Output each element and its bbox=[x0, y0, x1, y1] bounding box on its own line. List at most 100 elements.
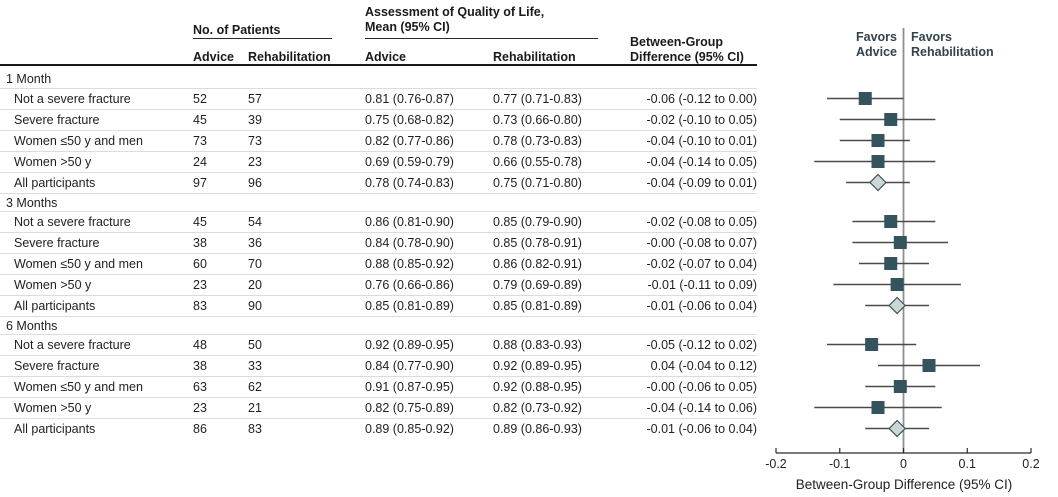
qol-header-line2: Mean (95% CI) bbox=[365, 20, 450, 34]
n-rehab-cell: 21 bbox=[248, 401, 262, 415]
mean-advice-cell: 0.69 (0.59-0.79) bbox=[365, 155, 454, 169]
diff-cell: -0.02 (-0.07 to 0.04) bbox=[646, 257, 757, 271]
patients-header: No. of Patients bbox=[193, 23, 281, 37]
n-advice-cell: 83 bbox=[193, 299, 207, 313]
favors-advice-label: Favors Advice bbox=[757, 30, 897, 60]
n-advice-cell: 97 bbox=[193, 176, 207, 190]
mean-advice-cell: 0.81 (0.76-0.87) bbox=[365, 92, 454, 106]
table-row: Not a severe fracture 52 57 0.81 (0.76-0.87… bbox=[0, 88, 757, 110]
x-axis-tick-label: -0.2 bbox=[765, 457, 787, 471]
header-heavy-rule bbox=[0, 64, 757, 66]
row-label: Women >50 y bbox=[14, 155, 92, 169]
point-estimate-marker bbox=[890, 278, 904, 291]
table-row: All participants 83 90 0.85 (0.81-0.89) 0.85… bbox=[0, 295, 757, 317]
table-row: Women >50 y 23 20 0.76 (0.66-0.86) 0.79 (0.6… bbox=[0, 274, 757, 296]
mean-rehab-cell: 0.85 (0.78-0.91) bbox=[493, 236, 582, 250]
row-label: Women >50 y bbox=[14, 278, 92, 292]
diff-cell: -0.00 (-0.08 to 0.07) bbox=[646, 236, 757, 250]
mean-advice-cell: 0.92 (0.89-0.95) bbox=[365, 338, 454, 352]
mean-rehab-cell: 0.89 (0.86-0.93) bbox=[493, 422, 582, 436]
mean-advice-cell: 0.88 (0.85-0.92) bbox=[365, 257, 454, 271]
mean-rehab-cell: 0.92 (0.88-0.95) bbox=[493, 380, 582, 394]
point-estimate-marker bbox=[858, 92, 872, 105]
n-advice-cell: 63 bbox=[193, 380, 207, 394]
diff-cell: -0.06 (-0.12 to 0.00) bbox=[646, 92, 757, 106]
row-label: Not a severe fracture bbox=[14, 92, 131, 106]
row-label: Severe fracture bbox=[14, 236, 100, 250]
n-advice-cell: 38 bbox=[193, 236, 207, 250]
n-advice-cell: 23 bbox=[193, 401, 207, 415]
table-row: Severe fracture 38 33 0.84 (0.77-0.90) 0.92 … bbox=[0, 355, 757, 377]
favors-rehab-line1: Favors bbox=[911, 30, 952, 44]
n-rehab-cell: 33 bbox=[248, 359, 262, 373]
x-axis-tick-label: 0.2 bbox=[1022, 457, 1040, 471]
point-estimate-marker bbox=[865, 338, 879, 351]
diff-cell: -0.02 (-0.10 to 0.05) bbox=[646, 113, 757, 127]
row-label: Not a severe fracture bbox=[14, 338, 131, 352]
point-estimate-marker bbox=[871, 401, 885, 414]
diff-cell: -0.01 (-0.06 to 0.04) bbox=[646, 299, 757, 313]
point-estimate-marker bbox=[871, 155, 885, 168]
n-rehab-cell: 57 bbox=[248, 92, 262, 106]
row-label: Severe fracture bbox=[14, 359, 100, 373]
point-estimate-marker bbox=[893, 236, 907, 249]
diff-cell: -0.02 (-0.08 to 0.05) bbox=[646, 215, 757, 229]
x-axis-tick-label: 0.1 bbox=[958, 457, 976, 471]
n-rehab-cell: 90 bbox=[248, 299, 262, 313]
pooled-diamond-marker bbox=[869, 173, 887, 192]
mean-rehab-cell: 0.73 (0.66-0.80) bbox=[493, 113, 582, 127]
subheader-n-advice: Advice bbox=[193, 50, 234, 64]
table-row: Severe fracture 45 39 0.75 (0.68-0.82) 0.73 … bbox=[0, 109, 757, 131]
n-advice-cell: 23 bbox=[193, 278, 207, 292]
n-advice-cell: 52 bbox=[193, 92, 207, 106]
diff-header-line1: Between-Group bbox=[630, 35, 724, 49]
n-rehab-cell: 39 bbox=[248, 113, 262, 127]
row-label: Severe fracture bbox=[14, 113, 100, 127]
n-advice-cell: 60 bbox=[193, 257, 207, 271]
qol-header-line1: Assessment of Quality of Life, bbox=[365, 5, 545, 19]
point-estimate-marker bbox=[871, 134, 885, 147]
row-label: Women ≤50 y and men bbox=[14, 380, 143, 394]
table-row: Women ≤50 y and men 60 70 0.88 (0.85-0.92) 0… bbox=[0, 253, 757, 275]
n-rehab-cell: 50 bbox=[248, 338, 262, 352]
point-estimate-marker bbox=[884, 257, 898, 270]
n-rehab-cell: 96 bbox=[248, 176, 262, 190]
qol-header-rule bbox=[365, 38, 598, 39]
mean-rehab-cell: 0.92 (0.89-0.95) bbox=[493, 359, 582, 373]
favors-advice-line2: Advice bbox=[856, 45, 897, 59]
mean-advice-cell: 0.84 (0.77-0.90) bbox=[365, 359, 454, 373]
mean-rehab-cell: 0.79 (0.69-0.89) bbox=[493, 278, 582, 292]
n-rehab-cell: 83 bbox=[248, 422, 262, 436]
table-body: 1 Month Not a severe fracture 52 57 0.81 (0.… bbox=[0, 70, 757, 439]
n-rehab-cell: 70 bbox=[248, 257, 262, 271]
mean-rehab-cell: 0.77 (0.71-0.83) bbox=[493, 92, 582, 106]
row-label: All participants bbox=[14, 176, 96, 190]
diff-cell: -0.04 (-0.09 to 0.01) bbox=[646, 176, 757, 190]
table-row: Severe fracture 38 36 0.84 (0.78-0.90) 0.85 … bbox=[0, 232, 757, 254]
n-rehab-cell: 73 bbox=[248, 134, 262, 148]
table-row: Not a severe fracture 45 54 0.86 (0.81-0.90… bbox=[0, 211, 757, 233]
mean-advice-cell: 0.76 (0.66-0.86) bbox=[365, 278, 454, 292]
mean-advice-cell: 0.75 (0.68-0.82) bbox=[365, 113, 454, 127]
diff-cell: -0.00 (-0.06 to 0.05) bbox=[646, 380, 757, 394]
table-row: Women >50 y 23 21 0.82 (0.75-0.89) 0.82 (0.7… bbox=[0, 397, 757, 419]
patients-header-rule bbox=[193, 38, 332, 39]
subheader-qol-rehab: Rehabilitation bbox=[493, 50, 576, 64]
mean-rehab-cell: 0.75 (0.71-0.80) bbox=[493, 176, 582, 190]
n-advice-cell: 45 bbox=[193, 113, 207, 127]
x-axis-tick-label: 0 bbox=[900, 457, 907, 471]
row-label: Women ≤50 y and men bbox=[14, 134, 143, 148]
mean-advice-cell: 0.82 (0.77-0.86) bbox=[365, 134, 454, 148]
pooled-diamond-marker bbox=[888, 419, 906, 438]
section-header: 3 Months bbox=[0, 193, 757, 211]
n-advice-cell: 86 bbox=[193, 422, 207, 436]
mean-rehab-cell: 0.85 (0.79-0.90) bbox=[493, 215, 582, 229]
diff-header-line2: Difference (95% CI) bbox=[630, 50, 744, 64]
n-rehab-cell: 20 bbox=[248, 278, 262, 292]
n-rehab-cell: 23 bbox=[248, 155, 262, 169]
row-label: Women ≤50 y and men bbox=[14, 257, 143, 271]
row-label: Not a severe fracture bbox=[14, 215, 131, 229]
table-row: All participants 97 96 0.78 (0.74-0.83) 0.75… bbox=[0, 172, 757, 194]
x-axis-tick-label: -0.1 bbox=[828, 457, 851, 471]
axis-title: Between-Group Difference (95% CI) bbox=[795, 477, 1013, 492]
